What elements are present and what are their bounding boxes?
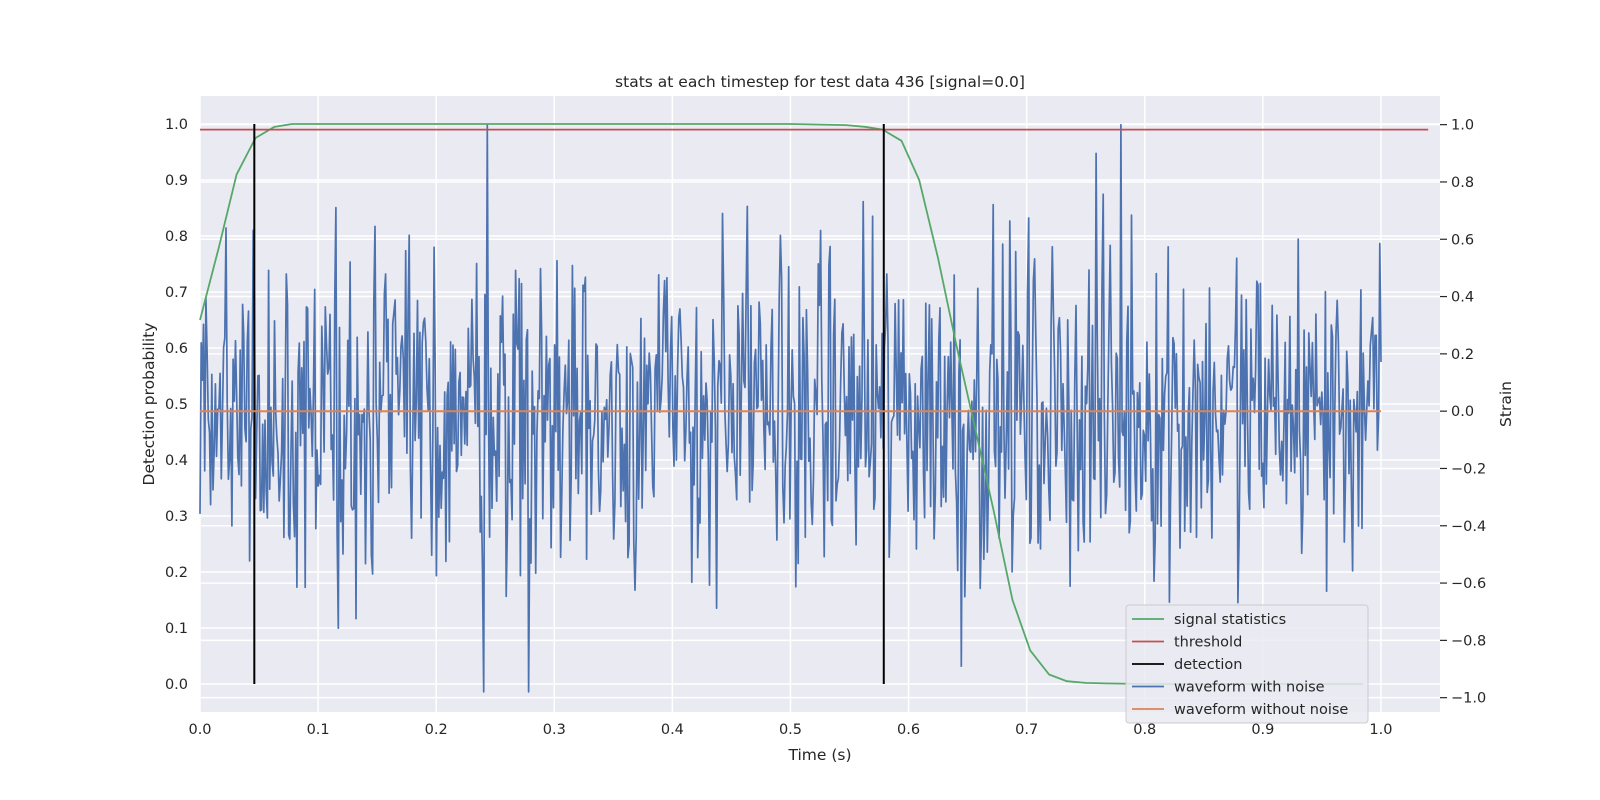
legend-label: threshold bbox=[1174, 635, 1242, 651]
x-tick-label: 0.2 bbox=[425, 722, 448, 738]
y2-tick-label: −0.4 bbox=[1451, 519, 1486, 535]
y-tick-label: 0.9 bbox=[165, 173, 188, 189]
x-axis-label: Time (s) bbox=[787, 746, 851, 764]
x-tick-label: 0.8 bbox=[1133, 722, 1156, 738]
y-tick-label: 0.1 bbox=[165, 621, 188, 637]
y2-tick-label: 0.6 bbox=[1451, 232, 1474, 248]
y-tick-label: 0.7 bbox=[165, 285, 188, 301]
y-tick-label: 0.4 bbox=[165, 453, 188, 469]
y-tick-label: 1.0 bbox=[165, 117, 188, 133]
legend-label: detection bbox=[1174, 657, 1242, 673]
x-tick-label: 0.7 bbox=[1015, 722, 1038, 738]
y2-tick-label: 1.0 bbox=[1451, 118, 1474, 134]
y2-tick-label: −1.0 bbox=[1451, 691, 1486, 707]
y-tick-label: 0.6 bbox=[165, 341, 188, 357]
y2-tick-label: 0.8 bbox=[1451, 175, 1474, 191]
legend-box bbox=[1125, 604, 1369, 724]
x-tick-label: 0.6 bbox=[897, 722, 920, 738]
x-tick-label: 0.5 bbox=[779, 722, 802, 738]
series-layer bbox=[199, 123, 1429, 693]
x-tick-labels: 0.0 0.1 0.2 0.3 0.4 0.5 0.6 0.7 0.8 0.9 1.0 bbox=[188, 722, 1392, 738]
y-axis-label: Detection probability bbox=[140, 323, 158, 486]
y2-tick-labels: −1.0 −0.8 −0.6 −0.4 −0.2 0.0 0.2 0.4 0.6 0.8 1.0 bbox=[1451, 118, 1486, 707]
y-tick-labels: 0.0 0.1 0.2 0.3 0.4 0.5 0.6 0.7 0.8 0.9 1.0 bbox=[165, 117, 188, 693]
y2-tick-label: −0.2 bbox=[1451, 461, 1486, 477]
legend-label: waveform with noise bbox=[1174, 680, 1325, 696]
y-tick-label: 0.2 bbox=[165, 565, 188, 581]
y2-tick-label: −0.6 bbox=[1451, 576, 1486, 592]
x-tick-label: 1.0 bbox=[1369, 722, 1392, 738]
legend: signal statistics threshold detection wavef… bbox=[1125, 604, 1369, 724]
y-tick-label: 0.5 bbox=[165, 397, 188, 413]
x-tick-label: 0.0 bbox=[188, 722, 211, 738]
y2-axis-label: Strain bbox=[1497, 381, 1515, 427]
x-tick-label: 0.4 bbox=[661, 722, 684, 738]
chart-title: stats at each timestep for test data 436… bbox=[615, 73, 1025, 91]
legend-label: signal statistics bbox=[1174, 612, 1286, 628]
y2-tick-label: 0.4 bbox=[1451, 290, 1474, 306]
x-tick-label: 0.9 bbox=[1251, 722, 1274, 738]
x-tick-label: 0.1 bbox=[307, 722, 330, 738]
y-tick-label: 0.8 bbox=[165, 229, 188, 245]
x-tick-label: 0.3 bbox=[543, 722, 566, 738]
y2-tick-label: 0.0 bbox=[1451, 404, 1474, 420]
y-tick-label: 0.3 bbox=[165, 509, 188, 525]
y-tick-label: 0.0 bbox=[165, 677, 188, 693]
legend-label: waveform without noise bbox=[1174, 702, 1348, 718]
y2-tick-label: −0.8 bbox=[1451, 633, 1486, 649]
y2-tick-label: 0.2 bbox=[1451, 347, 1474, 363]
